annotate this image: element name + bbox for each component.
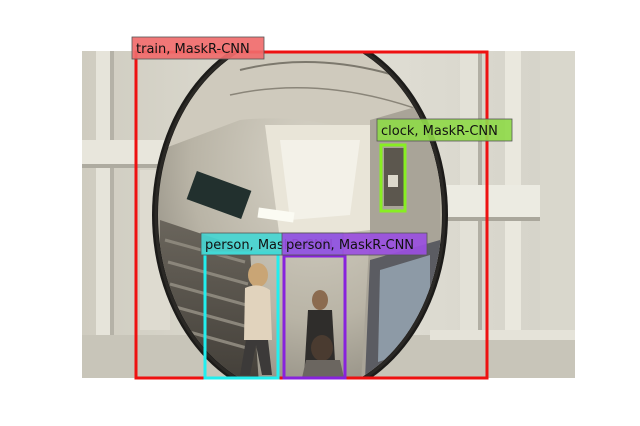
train-box-label: train, MaskR-CNN [136,42,250,57]
clock-box-label: clock, MaskR-CNN [381,124,498,139]
photo [82,51,575,378]
clock-box-label-bg [376,118,513,142]
reflected-person-3 [311,335,333,361]
person-box-2-label: person, MaskR-CNN [286,238,414,253]
reflected-sign [186,170,252,220]
train-box-label-bg [131,36,265,60]
reflected-person-2 [312,290,328,310]
person-box-2 [282,254,347,380]
reflected-person-1 [248,263,268,287]
clock-box [379,143,407,213]
reflected-light [257,207,295,223]
pipe-left [96,51,112,378]
person-box-2-label-bg [281,232,428,256]
detection-overlays: train, MaskR-CNN clock, MaskR-CNN person, … [131,36,513,380]
